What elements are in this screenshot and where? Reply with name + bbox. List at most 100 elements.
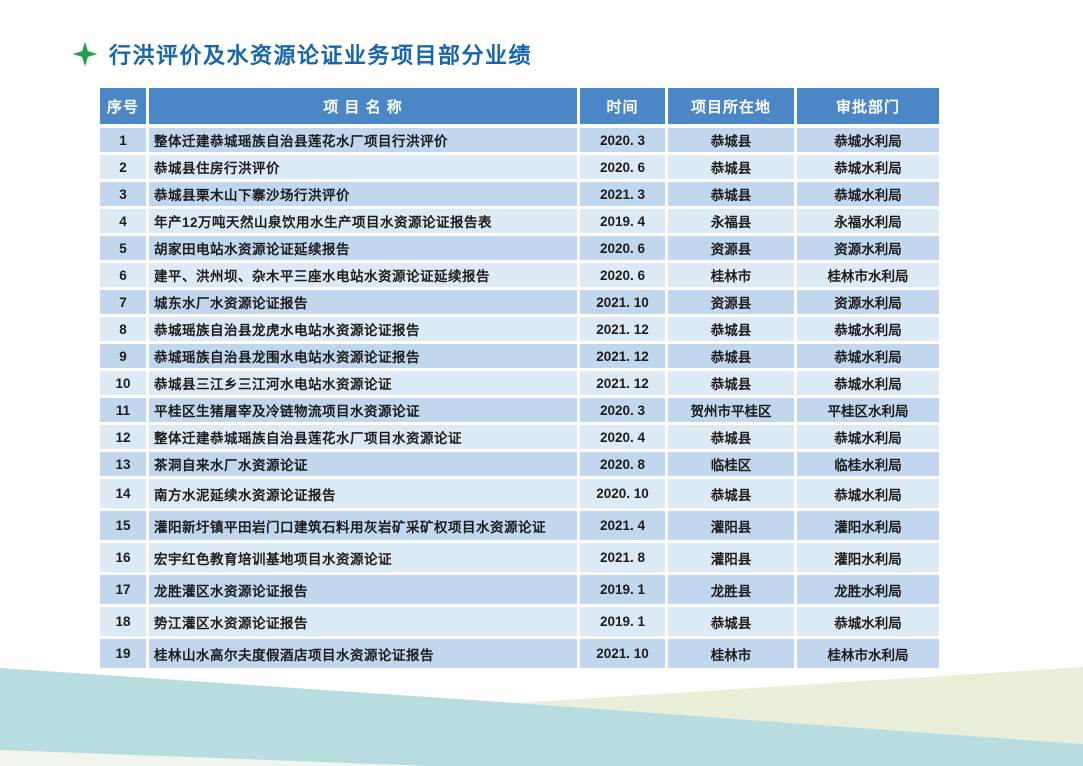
row-number: 4 [100, 209, 149, 236]
project-location: 恭城县 [668, 479, 797, 511]
table-row: 18 势江灌区水资源论证报告 2019. 1 恭城县 恭城水利局 [100, 607, 939, 639]
project-name: 平桂区生猪屠宰及冷链物流项目水资源论证 [149, 398, 580, 425]
project-location: 恭城县 [668, 182, 797, 209]
project-name: 茶洞自来水厂水资源论证 [149, 452, 580, 479]
project-time: 2021. 12 [580, 317, 668, 344]
row-number: 12 [100, 425, 149, 452]
project-time: 2019. 1 [580, 575, 668, 607]
row-number: 8 [100, 317, 149, 344]
project-name: 建平、洪州坝、杂木平三座水电站水资源论证延续报告 [149, 263, 580, 290]
table-row: 3 恭城县栗木山下寨沙场行洪评价 2021. 3 恭城县 恭城水利局 [100, 182, 939, 209]
project-location: 恭城县 [668, 371, 797, 398]
approval-authority: 恭城水利局 [797, 425, 939, 452]
row-number: 10 [100, 371, 149, 398]
project-name: 整体迁建恭城瑶族自治县莲花水厂项目行洪评价 [149, 128, 580, 155]
project-time: 2020. 3 [580, 128, 668, 155]
project-location: 恭城县 [668, 344, 797, 371]
project-time: 2020. 3 [580, 398, 668, 425]
project-location: 灌阳县 [668, 511, 797, 543]
approval-authority: 恭城水利局 [797, 155, 939, 182]
row-number: 18 [100, 607, 149, 639]
approval-authority: 桂林市水利局 [797, 639, 939, 671]
column-header-authority: 审批部门 [797, 88, 939, 128]
approval-authority: 永福水利局 [797, 209, 939, 236]
project-name: 南方水泥延续水资源论证报告 [149, 479, 580, 511]
table-row: 17 龙胜灌区水资源论证报告 2019. 1 龙胜县 龙胜水利局 [100, 575, 939, 607]
project-name: 恭城瑶族自治县龙围水电站水资源论证报告 [149, 344, 580, 371]
projects-table: 序号项 目 名 称时间 项目所在地 审批部门 1 整体迁建恭城瑶族自治县莲花水厂项目行… [100, 88, 939, 671]
project-time: 2021. 12 [580, 371, 668, 398]
row-number: 11 [100, 398, 149, 425]
project-name: 恭城瑶族自治县龙虎水电站水资源论证报告 [149, 317, 580, 344]
table-row: 12 整体迁建恭城瑶族自治县莲花水厂项目水资源论证 2020. 4 恭城县 恭城水利局 [100, 425, 939, 452]
project-name: 桂林山水高尔夫度假酒店项目水资源论证报告 [149, 639, 580, 671]
project-location: 资源县 [668, 290, 797, 317]
project-location: 永福县 [668, 209, 797, 236]
project-name: 整体迁建恭城瑶族自治县莲花水厂项目水资源论证 [149, 425, 580, 452]
table-row: 5 胡家田电站水资源论证延续报告 2020. 6 资源县 资源水利局 [100, 236, 939, 263]
table-row: 13 茶洞自来水厂水资源论证 2020. 8 临桂区 临桂水利局 [100, 452, 939, 479]
project-name: 恭城县栗木山下寨沙场行洪评价 [149, 182, 580, 209]
approval-authority: 灌阳水利局 [797, 543, 939, 575]
project-time: 2021. 10 [580, 639, 668, 671]
table-row: 10 恭城县三江乡三江河水电站水资源论证 2021. 12 恭城县 恭城水利局 [100, 371, 939, 398]
approval-authority: 恭城水利局 [797, 371, 939, 398]
approval-authority: 恭城水利局 [797, 479, 939, 511]
approval-authority: 恭城水利局 [797, 128, 939, 155]
project-name: 城东水厂水资源论证报告 [149, 290, 580, 317]
row-number: 6 [100, 263, 149, 290]
project-time: 2020. 10 [580, 479, 668, 511]
approval-authority: 恭城水利局 [797, 607, 939, 639]
project-location: 恭城县 [668, 317, 797, 344]
project-time: 2021. 12 [580, 344, 668, 371]
approval-authority: 龙胜水利局 [797, 575, 939, 607]
row-number: 5 [100, 236, 149, 263]
title-row: 行洪评价及水资源论证业务项目部分业绩 [72, 38, 532, 70]
sparkle-star-icon [72, 39, 98, 69]
project-time: 2021. 3 [580, 182, 668, 209]
table-row: 14 南方水泥延续水资源论证报告 2020. 10 恭城县 恭城水利局 [100, 479, 939, 511]
project-name: 年产12万吨天然山泉饮用水生产项目水资源论证报告表 [149, 209, 580, 236]
table-row: 1 整体迁建恭城瑶族自治县莲花水厂项目行洪评价 2020. 3 恭城县 恭城水利局 [100, 128, 939, 155]
table-row: 9 恭城瑶族自治县龙围水电站水资源论证报告 2021. 12 恭城县 恭城水利局 [100, 344, 939, 371]
project-time: 2020. 6 [580, 263, 668, 290]
approval-authority: 恭城水利局 [797, 317, 939, 344]
approval-authority: 资源水利局 [797, 236, 939, 263]
project-name: 恭城县住房行洪评价 [149, 155, 580, 182]
project-name: 势江灌区水资源论证报告 [149, 607, 580, 639]
project-location: 恭城县 [668, 425, 797, 452]
project-name: 胡家田电站水资源论证延续报告 [149, 236, 580, 263]
table-row: 11 平桂区生猪屠宰及冷链物流项目水资源论证 2020. 3 贺州市平桂区 平桂区水利局 [100, 398, 939, 425]
row-number: 19 [100, 639, 149, 671]
column-header-time: 时间 [580, 88, 668, 128]
project-time: 2021. 8 [580, 543, 668, 575]
project-location: 临桂区 [668, 452, 797, 479]
table-row: 7 城东水厂水资源论证报告 2021. 10 资源县 资源水利局 [100, 290, 939, 317]
table-header: 序号项 目 名 称时间 项目所在地 审批部门 [100, 88, 939, 128]
row-number: 13 [100, 452, 149, 479]
approval-authority: 恭城水利局 [797, 182, 939, 209]
row-number: 3 [100, 182, 149, 209]
project-time: 2020. 8 [580, 452, 668, 479]
table-row: 4 年产12万吨天然山泉饮用水生产项目水资源论证报告表 2019. 4 永福县 永福水利… [100, 209, 939, 236]
table-row: 2 恭城县住房行洪评价 2020. 6 恭城县 恭城水利局 [100, 155, 939, 182]
project-time: 2021. 10 [580, 290, 668, 317]
row-number: 17 [100, 575, 149, 607]
approval-authority: 灌阳水利局 [797, 511, 939, 543]
project-location: 贺州市平桂区 [668, 398, 797, 425]
project-name: 宏宇红色教育培训基地项目水资源论证 [149, 543, 580, 575]
project-time: 2020. 6 [580, 155, 668, 182]
table-row: 15 灌阳新圩镇平田岩门口建筑石料用灰岩矿采矿权项目水资源论证 2021. 4 灌阳县… [100, 511, 939, 543]
project-time: 2020. 6 [580, 236, 668, 263]
row-number: 2 [100, 155, 149, 182]
project-location: 桂林市 [668, 639, 797, 671]
approval-authority: 桂林市水利局 [797, 263, 939, 290]
table-row: 16 宏宇红色教育培训基地项目水资源论证 2021. 8 灌阳县 灌阳水利局 [100, 543, 939, 575]
project-time: 2021. 4 [580, 511, 668, 543]
approval-authority: 临桂水利局 [797, 452, 939, 479]
row-number: 9 [100, 344, 149, 371]
project-name: 龙胜灌区水资源论证报告 [149, 575, 580, 607]
row-number: 15 [100, 511, 149, 543]
project-location: 灌阳县 [668, 543, 797, 575]
